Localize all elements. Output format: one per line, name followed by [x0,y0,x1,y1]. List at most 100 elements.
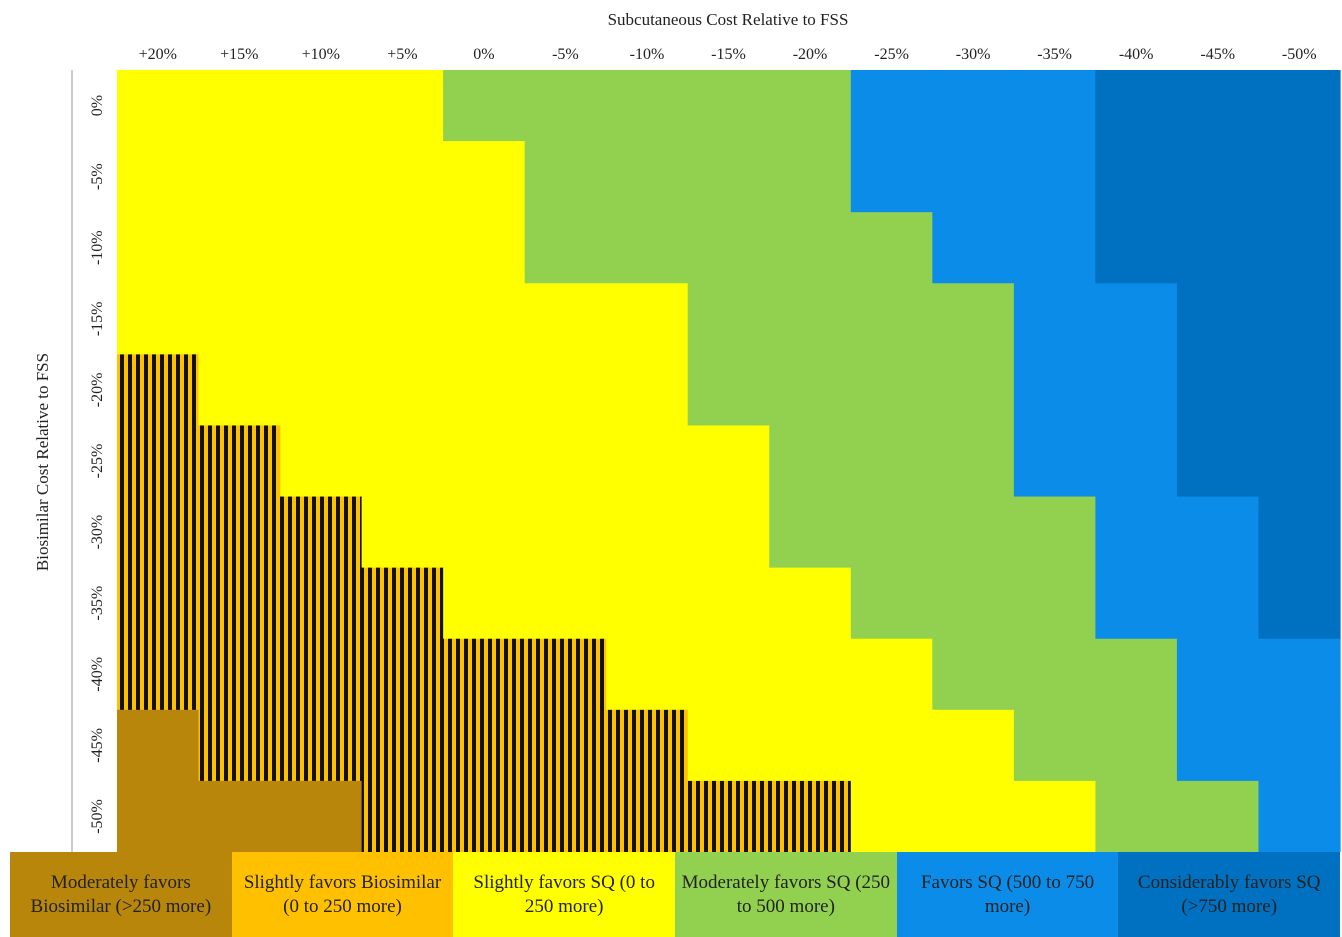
heatmap-cell-r10-c12 [1095,780,1178,852]
heatmap-cell-r1-c11 [1013,141,1096,213]
heatmap-cell-r9-c5 [524,709,607,782]
heatmap-cell-r5-c9 [850,425,933,498]
heatmap-chart: Subcutaneous Cost Relative to FSS Biosim… [33,10,1341,852]
legend-item-fs: Favors SQ (500 to 750 more) [896,852,1119,937]
x-tick-label: -15% [711,46,746,63]
heatmap-cell-r0-c14 [1258,70,1341,142]
heatmap-cell-r1-c8 [769,141,852,213]
heatmap-cell-r10-c0 [117,780,200,852]
y-tick-label: -30% [89,515,106,550]
heatmap-cell-r2-c1 [198,212,281,284]
heatmap-cell-r4-c14 [1258,354,1341,427]
heatmap-cell-r0-c11 [1013,70,1096,142]
heatmap-cell-r0-c0 [117,70,200,142]
heatmap-cell-r0-c12 [1095,70,1178,142]
heatmap-cell-r9-c9 [850,709,933,782]
heatmap-cell-r2-c8 [769,212,852,284]
heatmap-cell-r10-c1 [198,780,281,852]
heatmap-cell-r6-c10 [932,496,1015,569]
heatmap-cell-r7-c5 [524,567,607,640]
heatmap-cell-r7-c13 [1176,567,1260,640]
heatmap-cell-r3-c14 [1258,283,1341,355]
x-tick-label: -30% [956,46,991,63]
y-tick-label: -50% [89,799,106,834]
heatmap-cell-r5-c3 [361,425,444,498]
heatmap-cell-r8-c8 [769,638,852,711]
y-tick-label: -35% [89,586,106,621]
heatmap-cell-r7-c2 [280,567,363,640]
heatmap-cell-r7-c11 [1013,567,1096,640]
heatmap-cell-r3-c6 [606,283,689,355]
heatmap-cell-r6-c7 [687,496,770,569]
heatmap-cell-r5-c10 [932,425,1015,498]
heatmap-cell-r2-c6 [606,212,689,284]
heatmap-cell-r4-c9 [850,354,933,427]
heatmap-cell-r9-c7 [687,709,770,782]
heatmap-cell-r9-c13 [1176,709,1260,782]
heatmap-cell-r4-c3 [361,354,444,427]
heatmap-cell-r6-c0 [117,496,200,569]
heatmap-cell-r3-c11 [1013,283,1096,355]
heatmap-cell-r10-c11 [1013,780,1096,852]
heatmap-cell-r1-c4 [443,141,526,213]
heatmap-cell-r5-c11 [1013,425,1096,498]
heatmap-cell-r1-c3 [361,141,444,213]
heatmap-cell-r4-c7 [687,354,770,427]
heatmap-cell-r4-c6 [606,354,689,427]
x-tick-labels: +20% +15% +10% +5% 0% -5% -10% -15% -20% -25% -30%… [139,46,1317,63]
heatmap-cell-r10-c4 [443,780,526,852]
heatmap-cell-r3-c3 [361,283,444,355]
heatmap-cell-r4-c10 [932,354,1015,427]
heatmap-cell-r0-c5 [524,70,607,142]
y-tick-label: -40% [89,657,106,692]
heatmap-cell-r3-c5 [524,283,607,355]
heatmap-cell-r6-c2 [280,496,363,569]
heatmap-cell-r10-c13 [1176,780,1260,852]
legend-item-mb: Moderately favors Biosimilar (>250 more) [10,852,232,937]
heatmap-cell-r6-c13 [1176,496,1260,569]
legend-item-ss: Slightly favors SQ (0 to 250 more) [453,852,676,937]
heatmap-cell-r8-c6 [606,638,689,711]
heatmap-cell-r9-c14 [1258,709,1341,782]
heatmap-cell-r0-c4 [443,70,526,142]
heatmap-cell-r4-c4 [443,354,526,427]
legend-item-sb: Slightly favors Biosimilar (0 to 250 mor… [231,852,454,937]
x-axis-title: Subcutaneous Cost Relative to FSS [608,10,849,29]
x-tick-label: -50% [1282,46,1317,63]
heatmap-cell-r6-c14 [1258,496,1341,569]
heatmap-cell-r1-c5 [524,141,607,213]
heatmap-cell-r6-c11 [1013,496,1096,569]
heatmap-cell-r5-c0 [117,425,200,498]
y-tick-label: -10% [89,230,106,265]
heatmap-cell-r1-c10 [932,141,1015,213]
x-tick-label: +20% [139,46,177,63]
heatmap-cell-r8-c5 [524,638,607,711]
heatmap-cells [117,70,1341,852]
heatmap-cell-r7-c7 [687,567,770,640]
heatmap-cell-r7-c8 [769,567,852,640]
heatmap-cell-r9-c1 [198,709,281,782]
heatmap-cell-r6-c1 [198,496,281,569]
heatmap-cell-r7-c12 [1095,567,1178,640]
heatmap-cell-r9-c3 [361,709,444,782]
y-tick-label: 0% [89,95,106,116]
heatmap-cell-r5-c6 [606,425,689,498]
heatmap-cell-r0-c13 [1176,70,1260,142]
heatmap-cell-r3-c12 [1095,283,1178,355]
heatmap-cell-r9-c10 [932,709,1015,782]
heatmap-cell-r2-c4 [443,212,526,284]
y-tick-label: -20% [89,373,106,408]
heatmap-cell-r2-c0 [117,212,200,284]
x-tick-label: +5% [387,46,417,63]
y-tick-label: -5% [89,163,106,190]
heatmap-cell-r3-c13 [1176,283,1260,355]
heatmap-cell-r10-c2 [280,780,363,852]
heatmap-cell-r0-c1 [198,70,281,142]
heatmap-cell-r3-c4 [443,283,526,355]
y-tick-labels: 0% -5% -10% -15% -20% -25% -30% -35% -40% -45% -50… [89,95,106,834]
heatmap-cell-r10-c14 [1258,780,1341,852]
heatmap-cell-r6-c12 [1095,496,1178,569]
heatmap-cell-r2-c7 [687,212,770,284]
heatmap-cell-r3-c8 [769,283,852,355]
heatmap-cell-r9-c0 [117,709,200,782]
